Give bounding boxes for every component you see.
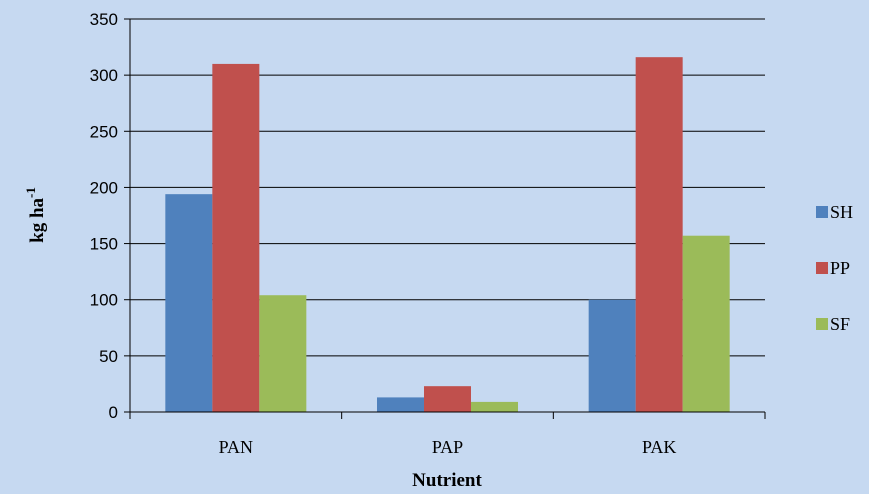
y-tick-label: 150 bbox=[90, 235, 118, 254]
bar-sf-pak bbox=[682, 235, 730, 412]
bar-sf-pap bbox=[471, 401, 518, 412]
y-tick-label: 50 bbox=[99, 347, 118, 366]
y-tick-label: 300 bbox=[90, 66, 118, 85]
bar-pp-pan bbox=[212, 63, 260, 413]
bars bbox=[165, 57, 730, 413]
y-tick-label: 100 bbox=[90, 291, 118, 310]
x-axis-ticks bbox=[129, 412, 766, 419]
y-axis-ticks: 0 50 100 150 200 250 300 350 bbox=[90, 10, 130, 422]
legend-swatch-pp bbox=[816, 262, 828, 274]
bar-sh-pak bbox=[588, 299, 636, 412]
x-category-label: PAN bbox=[219, 437, 253, 457]
legend-swatch-sh bbox=[816, 206, 828, 218]
y-axis-title: kg ha-1 bbox=[23, 187, 48, 243]
y-axis-title-base: kg ha bbox=[27, 197, 48, 242]
legend-label-sh: SH bbox=[830, 202, 853, 222]
legend-label-pp: PP bbox=[830, 258, 850, 278]
bar-pp-pap bbox=[424, 386, 471, 412]
x-axis-title: Nutrient bbox=[412, 470, 482, 491]
legend-swatch-sf bbox=[816, 318, 828, 330]
y-tick-label: 250 bbox=[90, 122, 118, 141]
bar-sh-pan bbox=[165, 194, 213, 412]
x-category-label: PAP bbox=[432, 437, 463, 457]
y-axis-title-superscript: -1 bbox=[23, 187, 38, 198]
y-tick-label: 350 bbox=[90, 10, 118, 29]
bar-sh-pap bbox=[377, 397, 424, 412]
x-axis-category-labels: PAN PAP PAK bbox=[219, 437, 677, 457]
x-category-label: PAK bbox=[642, 437, 676, 457]
legend: SH PP SF bbox=[816, 202, 853, 334]
legend-label-sf: SF bbox=[830, 314, 850, 334]
bar-sf-pan bbox=[259, 295, 307, 412]
y-tick-label: 0 bbox=[109, 403, 118, 422]
bar-pp-pak bbox=[635, 57, 683, 412]
y-tick-label: 200 bbox=[90, 178, 118, 197]
